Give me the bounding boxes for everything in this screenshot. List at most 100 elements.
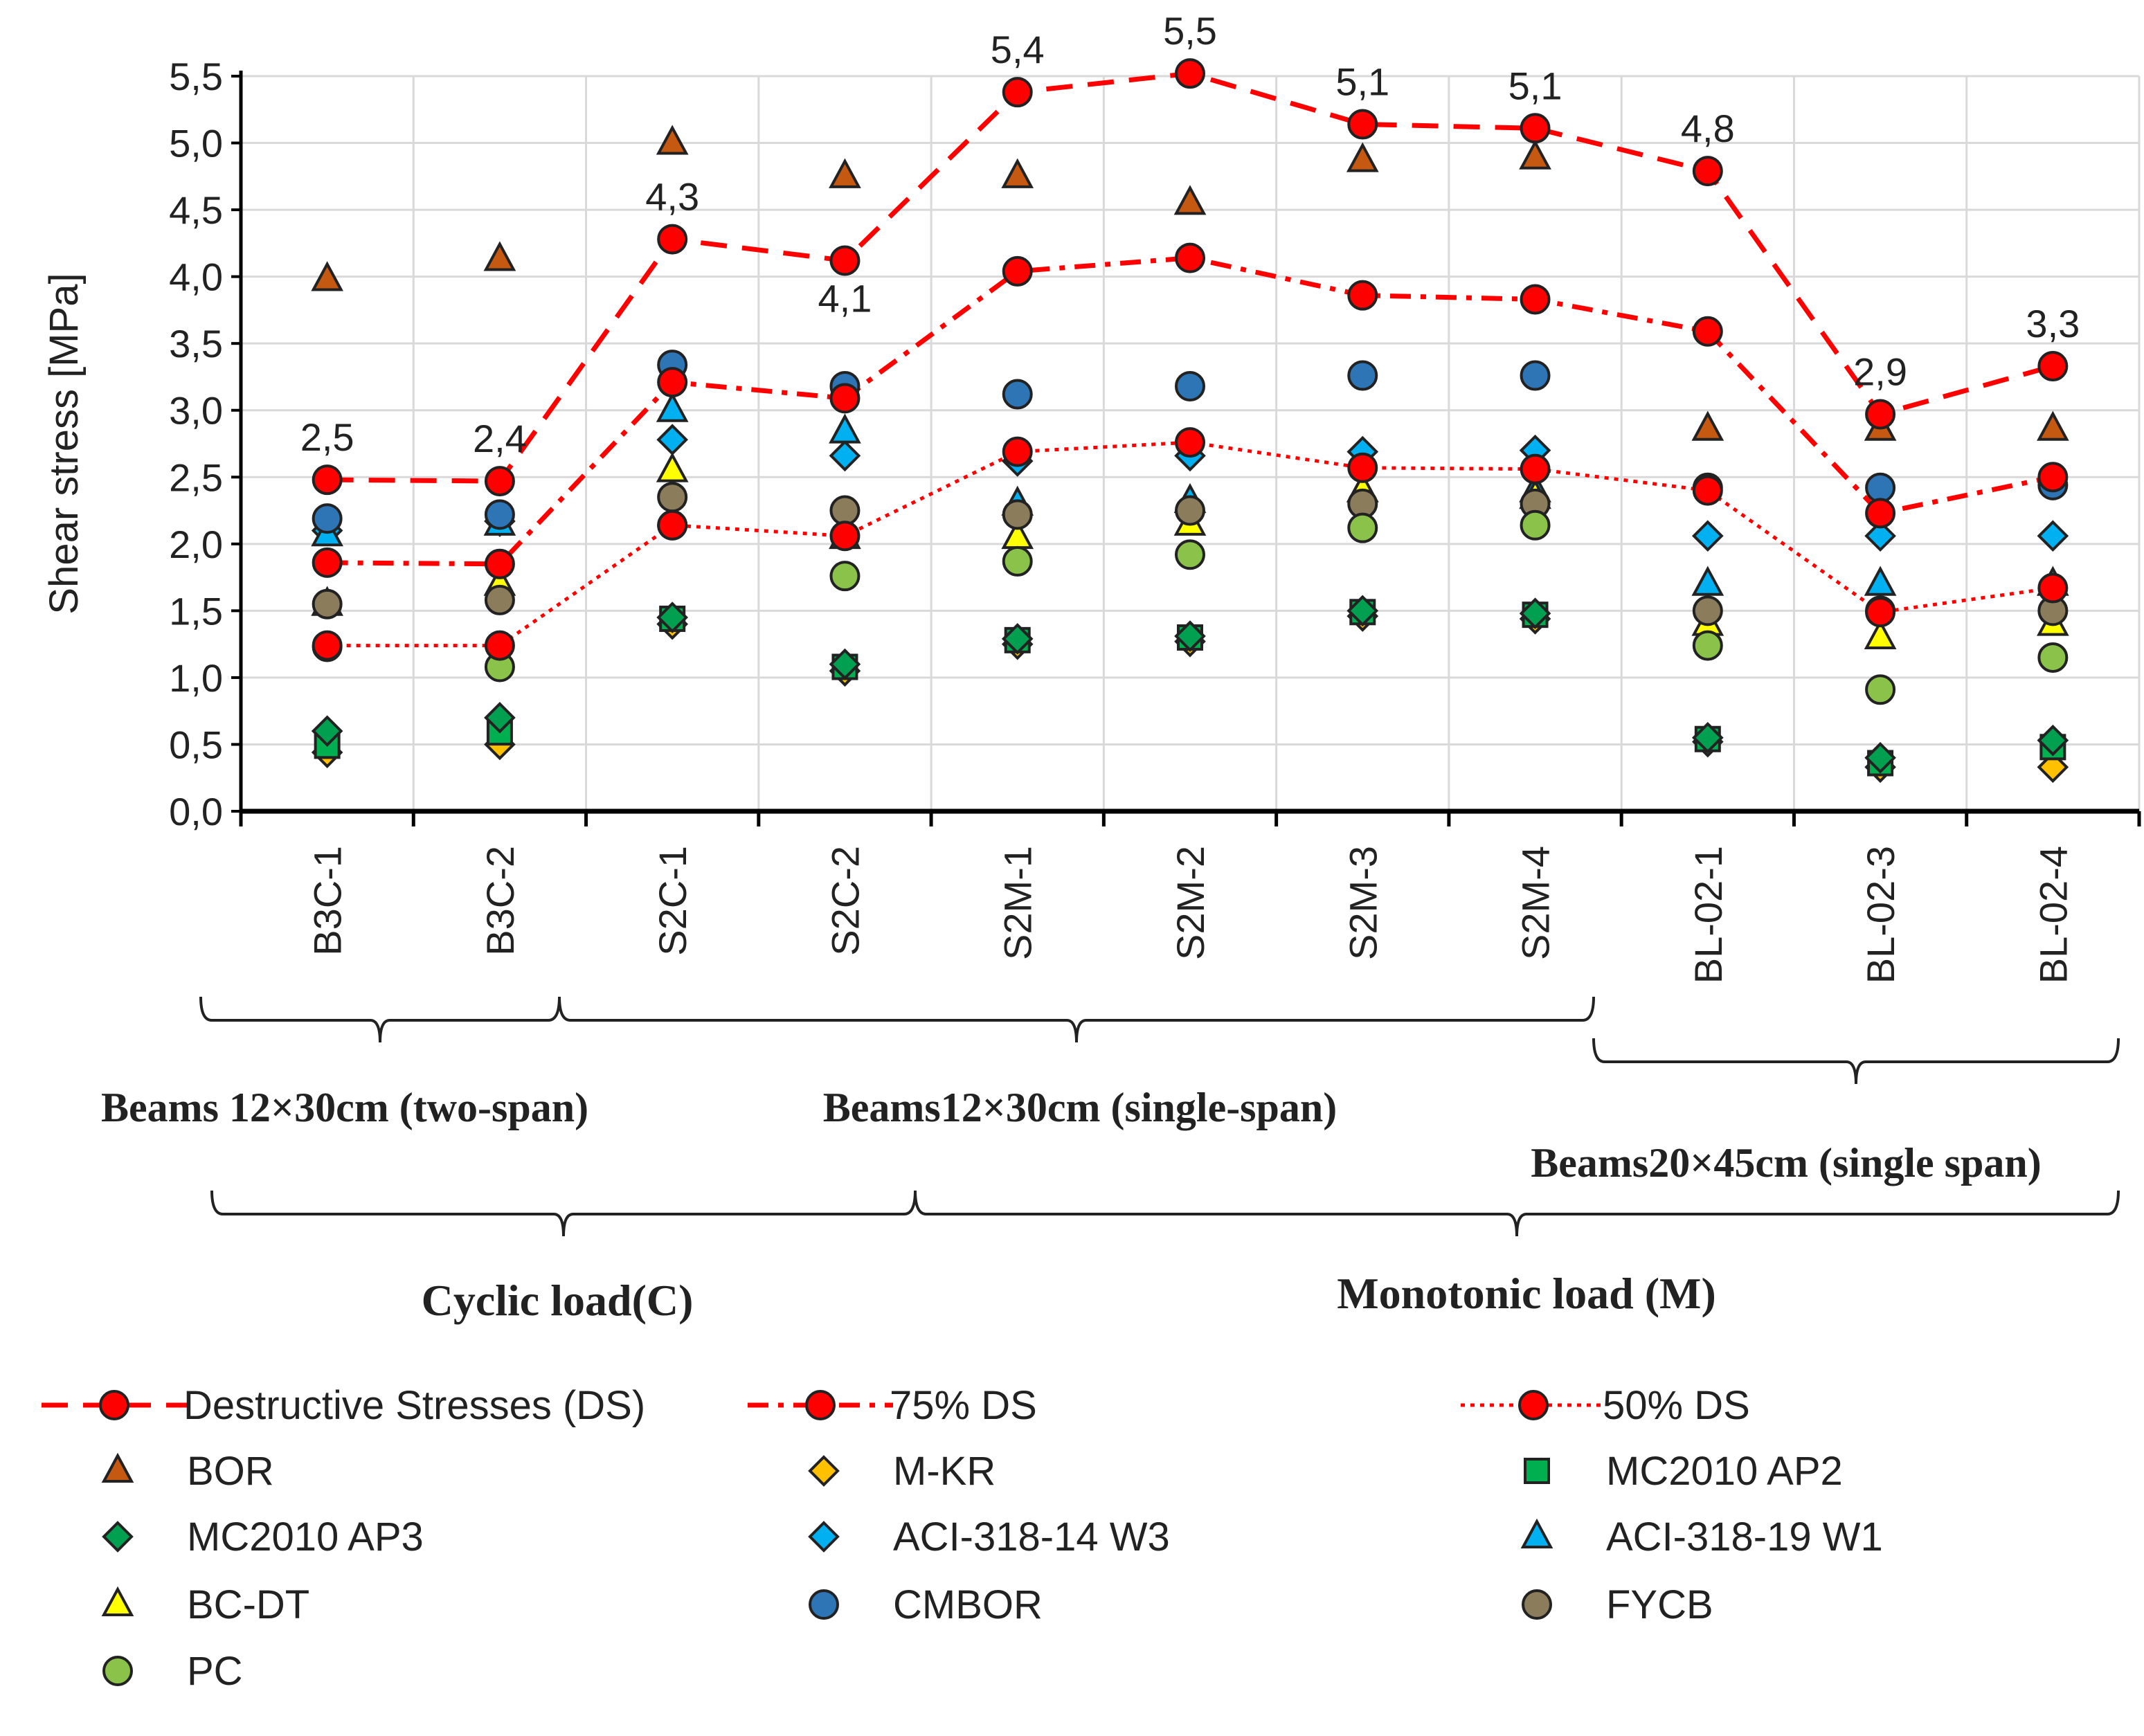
marker-ap3	[1174, 620, 1206, 652]
legend-label: BC-DT	[187, 1582, 309, 1627]
group-brackets: Beams 12×30cm (two-span) Beams12×30cm (si…	[101, 996, 2120, 1325]
marker-ds50	[312, 630, 343, 661]
marker-ds	[657, 224, 688, 255]
x-category-label: S2M-1	[996, 846, 1040, 960]
marker-ap3	[829, 648, 861, 680]
marker-cmbor	[1865, 472, 1896, 503]
group-label-level1: Beams20×45cm (single span)	[1531, 1140, 2042, 1186]
marker-cmbor	[1520, 360, 1551, 391]
marker-ds75	[657, 367, 688, 398]
marker-bor	[2037, 410, 2069, 441]
y-tick-label: 0,0	[169, 790, 223, 833]
y-tick-label: 3,0	[169, 389, 223, 433]
y-tick-label: 5,5	[169, 55, 223, 98]
legend-marker-ap3	[102, 1521, 134, 1553]
marker-ds75	[1002, 255, 1033, 287]
y-tick-label: 2,0	[169, 523, 223, 566]
marker-ds50	[1865, 597, 1896, 628]
marker-cmbor	[1347, 360, 1378, 391]
marker-ap3	[2037, 724, 2069, 757]
marker-ds	[1865, 399, 1896, 430]
marker-ap3	[1001, 623, 1034, 655]
marker-ds75	[1347, 280, 1378, 311]
data-markers	[311, 58, 2069, 784]
group-label-level1: Beams 12×30cm (two-span)	[101, 1085, 588, 1130]
y-tick-label: 3,5	[169, 322, 223, 365]
ds-value-label: 5,1	[1508, 64, 1562, 107]
legend-marker-ds50	[1518, 1390, 1549, 1420]
x-category-label: S2M-4	[1514, 846, 1558, 960]
legend-label: MC2010 AP3	[187, 1515, 424, 1559]
x-category-label: S2C-2	[823, 846, 867, 956]
legend-marker-bcdt	[101, 1586, 134, 1616]
marker-pc	[829, 561, 861, 592]
group-bracket-level1	[199, 996, 561, 1043]
marker-fycb	[1692, 595, 1723, 626]
marker-ds75	[1865, 498, 1896, 529]
marker-bor	[1346, 142, 1379, 172]
y-tick-label: 0,5	[169, 723, 223, 766]
marker-fycb	[657, 482, 688, 513]
ds-value-label: 2,5	[300, 415, 354, 459]
axes: Shear stress [MPa] 0,0 0,5 1,0 1,5 2,0 2,5 3,0…	[42, 55, 2141, 833]
marker-w1	[1691, 566, 1724, 596]
marker-ds	[1347, 109, 1378, 140]
x-category-label: BL-02-3	[1859, 846, 1902, 984]
x-category-label: B3C-2	[478, 846, 522, 956]
marker-w3	[1691, 520, 1724, 552]
marker-ap3	[1346, 595, 1379, 627]
marker-ap3	[1864, 741, 1896, 774]
marker-ds75	[1520, 284, 1551, 315]
marker-ds50	[1002, 436, 1033, 467]
marker-ds50	[1520, 453, 1551, 485]
marker-ds75	[484, 548, 515, 579]
marker-ds75	[2037, 462, 2069, 493]
marker-ds	[484, 466, 515, 497]
ds-value-label: 2,4	[473, 417, 527, 460]
marker-ds	[1520, 113, 1551, 144]
ds-value-label: 4,3	[645, 175, 699, 219]
ds-value-labels: 2,5 2,4 4,3 4,1 5,4 5,5 5,1 5,1 4,8 2,9 3,3	[300, 9, 2080, 460]
marker-ds75	[829, 383, 861, 414]
legend-marker-fycb	[1522, 1589, 1552, 1620]
legend-marker-pc	[102, 1656, 133, 1686]
y-tick-label: 4,0	[169, 255, 223, 299]
marker-w3	[2037, 520, 2069, 552]
legend-label: 50% DS	[1603, 1383, 1750, 1428]
marker-ds50	[2037, 572, 2069, 604]
ds-value-label: 5,5	[1163, 9, 1217, 53]
legend-label: BOR	[187, 1449, 274, 1494]
x-category-label: S2M-3	[1341, 846, 1385, 960]
y-tick-label: 5,0	[169, 122, 223, 165]
marker-bcdt	[656, 452, 689, 482]
marker-w1	[656, 392, 689, 422]
group-label-level2: Monotonic load (M)	[1337, 1269, 1716, 1318]
legend: Destructive Stresses (DS) 75% DS 50% DS BOR…	[42, 1383, 1883, 1694]
marker-ds	[1002, 77, 1033, 108]
group-label-level1: Beams12×30cm (single-span)	[823, 1085, 1337, 1130]
marker-fycb	[829, 495, 861, 526]
marker-bor	[1519, 139, 1551, 170]
ds-value-label: 4,8	[1681, 107, 1735, 150]
marker-ap3	[1519, 597, 1551, 630]
series-line-ds50	[327, 440, 2053, 648]
marker-bcdt	[1864, 619, 1897, 649]
marker-ds50	[1347, 452, 1378, 483]
marker-ds	[1692, 156, 1723, 187]
marker-ds75	[1692, 316, 1723, 347]
marker-w3	[656, 424, 689, 456]
marker-pc	[2037, 642, 2069, 673]
x-category-label: S2M-2	[1169, 846, 1212, 960]
x-category-label: B3C-1	[306, 846, 350, 956]
y-tick-label: 1,5	[169, 589, 223, 633]
marker-ds50	[1692, 475, 1723, 506]
legend-label: CMBOR	[893, 1582, 1043, 1627]
legend-label: Destructive Stresses (DS)	[183, 1383, 645, 1428]
group-bracket-level2	[914, 1190, 2120, 1237]
marker-bor	[483, 241, 516, 271]
group-label-level2: Cyclic load(C)	[422, 1276, 694, 1325]
ds-value-label: 2,9	[1853, 350, 1907, 394]
marker-ds75	[312, 547, 343, 578]
